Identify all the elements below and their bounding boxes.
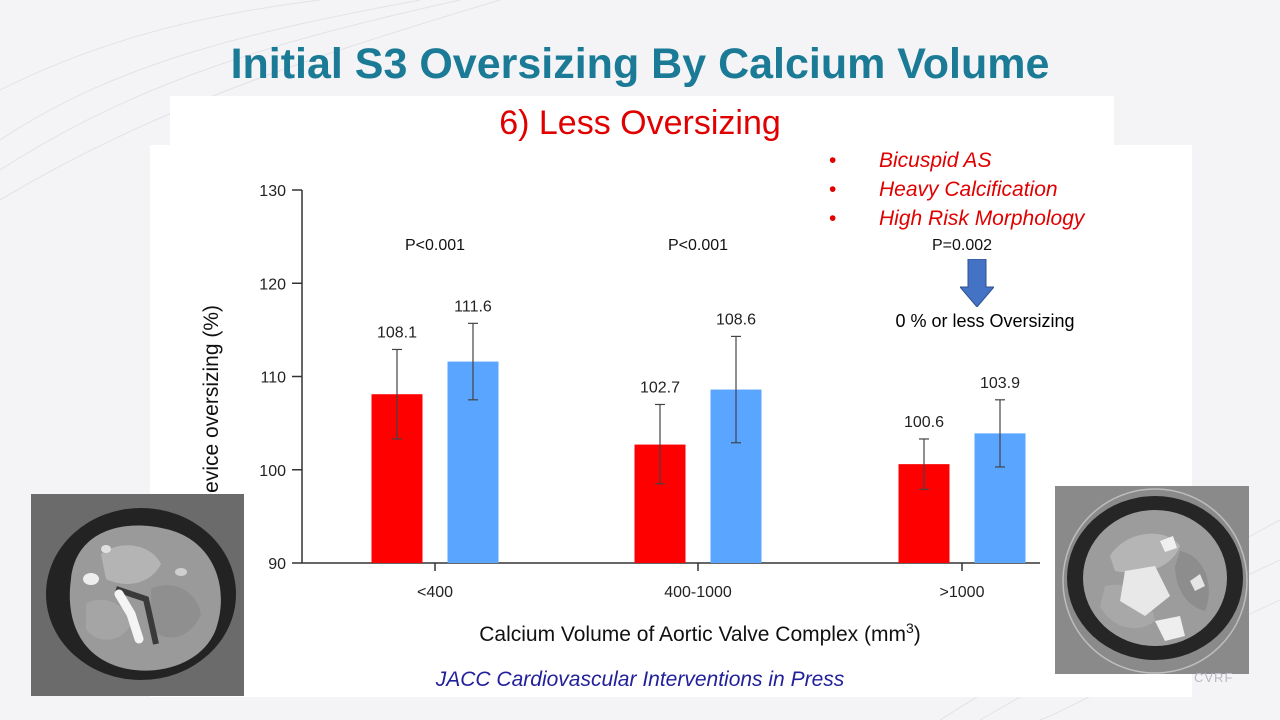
data-label: 108.6	[716, 311, 756, 328]
bar-chart: 90 100 110 120 130 Device oversizing (%) <400 P…	[200, 183, 1040, 601]
bullet-item: • Heavy Calcification	[826, 175, 1084, 204]
ct-scan-right-graphic	[1055, 486, 1249, 674]
x-axis-label-superscript: 3	[905, 620, 914, 636]
x-tick-label: >1000	[940, 584, 985, 601]
ct-scan-left-graphic	[31, 494, 244, 696]
bullet-marker: •	[829, 149, 837, 172]
bullet-text: Bicuspid AS	[879, 149, 992, 172]
bullet-marker: •	[829, 178, 837, 201]
down-arrow-icon	[960, 259, 994, 307]
x-axis-label: Calcium Volume of Aortic Valve Complex (…	[380, 620, 1020, 647]
data-label: 108.1	[377, 324, 417, 341]
citation: JACC Cardiovascular Interventions in Pre…	[435, 668, 845, 691]
bullet-text: Heavy Calcification	[879, 178, 1058, 201]
x-tick-label: <400	[417, 584, 453, 601]
y-tick-label: 90	[268, 556, 286, 573]
p-value-label: P=0.002	[932, 237, 992, 254]
cvrf-logo: CVRF	[1194, 670, 1234, 685]
y-tick-label: 120	[259, 276, 286, 293]
arrow-note: 0 % or less Oversizing	[895, 311, 1075, 331]
slide-subtitle: 6) Less Oversizing	[499, 104, 781, 142]
y-tick-label: 130	[259, 183, 286, 200]
content-panel	[150, 145, 1192, 697]
x-tick-label: 400-1000	[664, 584, 732, 601]
y-tick-label: 110	[260, 370, 286, 387]
bullet-item: • Bicuspid AS	[826, 146, 1084, 175]
y-tick-label: 100	[259, 463, 286, 480]
data-label: 102.7	[640, 379, 680, 396]
x-axis-label-text: Calcium Volume of Aortic Valve Complex (…	[479, 623, 906, 646]
p-value-label: P<0.001	[405, 237, 465, 254]
content-panel-top	[170, 96, 1114, 148]
ct-image-left	[31, 494, 244, 696]
data-label: 103.9	[980, 375, 1020, 392]
data-label: 100.6	[904, 414, 944, 431]
bullet-list: • Bicuspid AS • Heavy Calcification • High …	[826, 146, 1084, 233]
ct-image-right	[1055, 486, 1249, 674]
p-value-label: P<0.001	[668, 237, 728, 254]
y-axis-title: Device oversizing (%)	[200, 305, 223, 508]
bullet-item: • High Risk Morphology	[826, 204, 1084, 233]
bullet-marker: •	[829, 207, 837, 230]
bullet-text: High Risk Morphology	[879, 207, 1085, 230]
slide-title: Initial S3 Oversizing By Calcium Volume	[230, 40, 1050, 88]
x-axis-label-close: )	[913, 623, 921, 646]
data-label: 111.6	[454, 298, 492, 315]
